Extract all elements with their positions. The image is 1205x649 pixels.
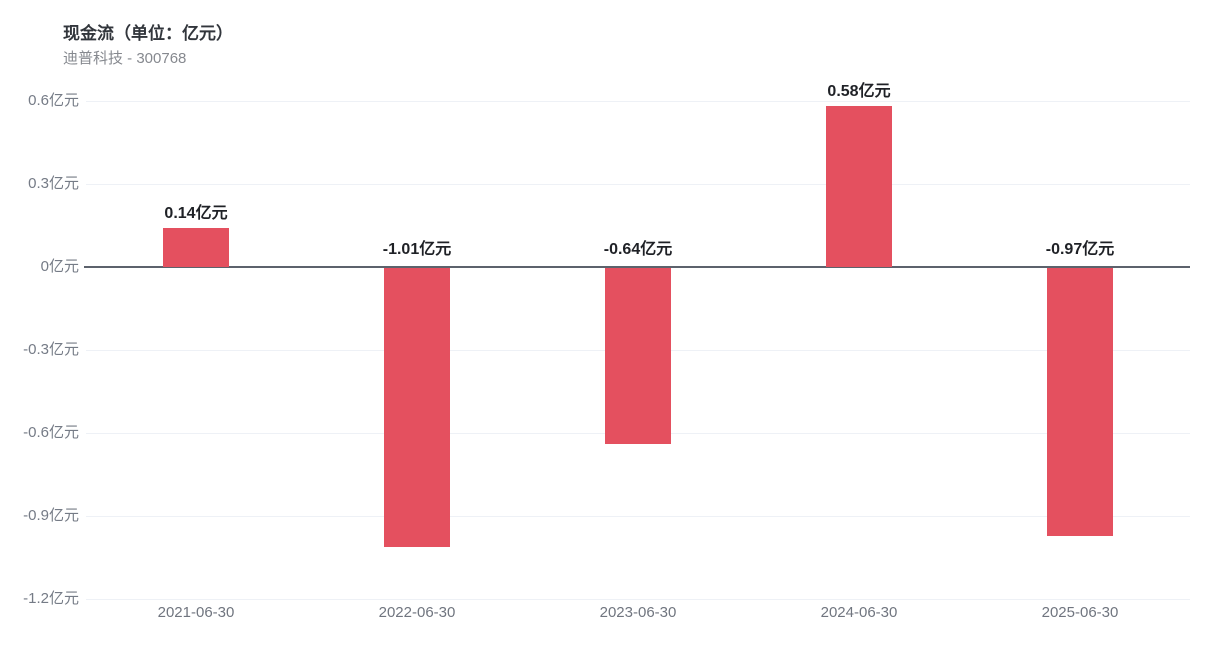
- bar[interactable]: [1047, 268, 1113, 536]
- bar[interactable]: [384, 268, 450, 547]
- bar[interactable]: [826, 106, 892, 267]
- y-axis-tick-label: 0亿元: [40, 258, 79, 275]
- y-axis-tick-label: 0.3亿元: [28, 175, 79, 192]
- bar-value-label: -0.97亿元: [1045, 241, 1115, 258]
- y-axis-tick-label: -0.6亿元: [23, 424, 79, 441]
- y-gridline: [86, 516, 1190, 517]
- chart-title: 现金流（单位：亿元）: [63, 24, 233, 43]
- x-axis-tick-label: 2024-06-30: [820, 604, 898, 621]
- y-axis-tick-label: -0.3亿元: [23, 341, 79, 358]
- zero-axis-line: [84, 266, 1190, 268]
- bar[interactable]: [163, 228, 229, 267]
- y-axis-tick-label: -0.9亿元: [23, 507, 79, 524]
- x-axis-tick-label: 2025-06-30: [1041, 604, 1119, 621]
- y-axis-tick-label: 0.6亿元: [28, 92, 79, 109]
- bar[interactable]: [605, 268, 671, 444]
- bar-value-label: -0.64亿元: [603, 241, 673, 258]
- bar-value-label: 0.58亿元: [827, 83, 891, 100]
- x-axis-tick-label: 2023-06-30: [599, 604, 677, 621]
- y-axis-tick-label: -1.2亿元: [23, 590, 79, 607]
- y-gridline: [86, 101, 1190, 102]
- chart-subtitle: 迪普科技 - 300768: [63, 50, 187, 67]
- bar-value-label: -1.01亿元: [382, 241, 452, 258]
- bar-value-label: 0.14亿元: [164, 205, 228, 222]
- x-axis-tick-label: 2022-06-30: [378, 604, 456, 621]
- y-gridline: [86, 599, 1190, 600]
- y-gridline: [86, 184, 1190, 185]
- x-axis-tick-label: 2021-06-30: [157, 604, 235, 621]
